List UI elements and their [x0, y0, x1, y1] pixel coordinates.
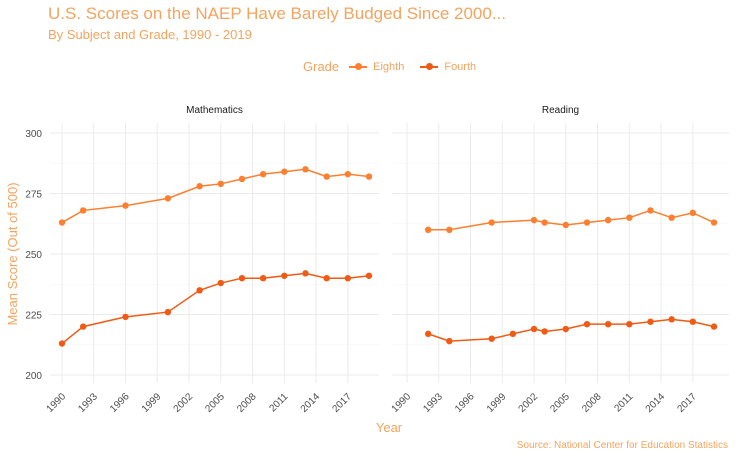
data-point: [365, 173, 373, 180]
data-point: [323, 173, 330, 180]
data-point: [488, 219, 495, 226]
x-tick-label: 1999: [485, 391, 509, 415]
data-point: [302, 166, 309, 173]
x-axis-label: Year: [376, 420, 403, 435]
x-tick-label: 2008: [580, 391, 604, 415]
x-tick-label: 2014: [644, 391, 668, 415]
data-point: [238, 275, 246, 282]
x-tick-label: 1993: [421, 391, 445, 415]
x-tick-label: 2005: [203, 391, 227, 415]
panel-title: Mathematics: [186, 105, 243, 116]
data-point: [710, 219, 718, 226]
data-point: [424, 226, 432, 233]
data-point: [541, 219, 548, 226]
data-point: [689, 209, 697, 217]
legend-title: Grade: [303, 59, 340, 74]
data-point: [689, 318, 697, 325]
data-point: [259, 170, 267, 178]
x-tick-label: 2002: [172, 391, 196, 415]
x-tick-label: 1990: [45, 391, 69, 415]
data-point: [365, 272, 373, 279]
data-point: [626, 214, 633, 221]
data-point: [122, 313, 129, 321]
data-point: [446, 337, 453, 345]
chart-subtitle: By Subject and Grade, 1990 - 2019: [48, 27, 252, 42]
y-tick-label: 275: [25, 190, 42, 201]
y-axis-label: Mean Score (Out of 500): [5, 182, 20, 325]
x-tick-label: 2002: [517, 391, 541, 415]
data-point: [344, 170, 352, 178]
data-point: [164, 195, 172, 202]
data-point: [647, 318, 654, 325]
x-tick-label: 1996: [108, 391, 132, 415]
data-point: [79, 207, 87, 214]
legend-key-eighth: [349, 62, 368, 70]
y-tick-label: 225: [25, 311, 42, 322]
data-point: [217, 180, 224, 188]
x-tick-label: 1993: [76, 391, 100, 415]
data-point: [647, 207, 654, 214]
data-point: [58, 219, 66, 226]
x-tick-label: 2014: [299, 391, 323, 415]
data-point: [710, 323, 718, 330]
data-point: [323, 275, 330, 282]
data-point: [344, 275, 352, 282]
data-point: [259, 275, 267, 282]
data-point: [583, 219, 591, 226]
x-tick-label: 1996: [453, 391, 477, 415]
series-line-eighth: [61, 168, 370, 224]
data-point: [164, 308, 172, 316]
x-tick-label: 1999: [140, 391, 164, 415]
series-line-fourth: [61, 272, 370, 345]
data-point: [238, 175, 246, 183]
data-point: [562, 325, 569, 333]
x-tick-label: 1990: [390, 391, 414, 415]
data-point: [446, 226, 453, 233]
data-point: [541, 328, 548, 335]
y-tick-label: 300: [25, 129, 42, 140]
panel-title: Reading: [542, 105, 579, 116]
data-point: [122, 202, 129, 209]
legend-key-fourth: [420, 62, 439, 70]
data-point: [58, 340, 66, 347]
data-point: [217, 279, 224, 287]
data-point: [509, 330, 517, 338]
legend: Grade Eighth Fourth: [303, 59, 488, 74]
data-point: [626, 320, 633, 328]
x-tick-label: 2017: [330, 391, 354, 415]
data-point: [604, 216, 612, 224]
legend-label-fourth: Fourth: [444, 60, 477, 73]
data-point: [530, 325, 538, 333]
data-point: [196, 287, 203, 294]
x-tick-label: 2005: [548, 391, 572, 415]
x-tick-label: 2011: [267, 391, 290, 414]
data-point: [196, 183, 203, 190]
data-point: [281, 168, 288, 175]
data-point: [424, 330, 432, 338]
data-point: [79, 323, 87, 330]
data-point: [562, 221, 569, 229]
x-tick-label: 2011: [612, 391, 635, 414]
y-tick-label: 250: [25, 250, 42, 261]
data-point: [488, 335, 495, 342]
series-line-fourth: [427, 318, 715, 342]
data-point: [668, 316, 675, 323]
source-caption: Source: National Center for Education St…: [516, 440, 728, 451]
data-point: [668, 214, 675, 221]
data-point: [281, 272, 288, 279]
x-tick-label: 2017: [675, 391, 699, 415]
legend-label-eighth: Eighth: [373, 60, 405, 73]
data-point: [302, 270, 309, 277]
data-point: [583, 320, 591, 328]
chart-title: U.S. Scores on the NAEP Have Barely Budg…: [48, 4, 507, 23]
data-point: [530, 216, 538, 224]
y-tick-label: 200: [25, 371, 42, 382]
x-tick-label: 2008: [235, 391, 259, 415]
data-point: [604, 320, 612, 328]
